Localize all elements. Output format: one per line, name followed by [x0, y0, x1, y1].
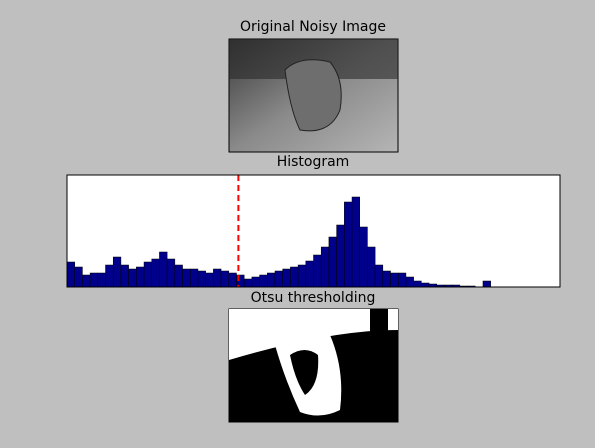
- bar: [391, 273, 399, 287]
- bar: [321, 247, 329, 287]
- bar: [344, 202, 352, 287]
- bar: [260, 275, 268, 287]
- bar: [113, 257, 121, 287]
- bar: [136, 267, 144, 287]
- bar: [360, 227, 368, 287]
- image-title: Original Noisy Image: [240, 19, 386, 35]
- bar: [198, 271, 206, 287]
- bar: [90, 273, 98, 287]
- bar: [98, 273, 106, 287]
- bar: [221, 271, 229, 287]
- bar: [121, 265, 129, 287]
- bar: [75, 267, 83, 287]
- bar: [406, 277, 414, 287]
- bar: [252, 277, 260, 287]
- bar: [159, 252, 167, 287]
- otsu-image: [229, 309, 398, 422]
- bar: [367, 247, 375, 287]
- image-title: Otsu thresholding: [251, 290, 376, 306]
- bar: [398, 273, 406, 287]
- bar: [298, 265, 306, 287]
- image-dark-region: [370, 309, 388, 339]
- bar: [183, 269, 191, 287]
- bar: [267, 273, 275, 287]
- bar: [167, 259, 175, 287]
- bar: [483, 281, 491, 287]
- bar: [306, 261, 314, 287]
- bar: [144, 262, 152, 287]
- bar: [106, 265, 114, 287]
- bar: [275, 271, 283, 287]
- bar: [244, 279, 252, 287]
- bar: [67, 262, 75, 287]
- bar: [329, 237, 337, 287]
- bar: [213, 269, 221, 287]
- bar: [175, 265, 183, 287]
- figure: Original Noisy Image Histogram Otsu thre…: [0, 0, 595, 448]
- bar: [152, 259, 160, 287]
- bar: [206, 273, 214, 287]
- bar: [383, 271, 391, 287]
- histogram-title: Histogram: [277, 154, 350, 170]
- bar: [129, 269, 137, 287]
- bar: [190, 269, 198, 287]
- bar: [414, 281, 422, 287]
- bar: [229, 273, 237, 287]
- bar: [290, 267, 298, 287]
- bar: [375, 265, 383, 287]
- noisy-image: [229, 39, 398, 152]
- bar: [82, 275, 90, 287]
- bar: [421, 283, 429, 287]
- bar: [352, 197, 360, 287]
- bar: [314, 255, 322, 287]
- bar: [337, 225, 345, 287]
- bar: [283, 269, 291, 287]
